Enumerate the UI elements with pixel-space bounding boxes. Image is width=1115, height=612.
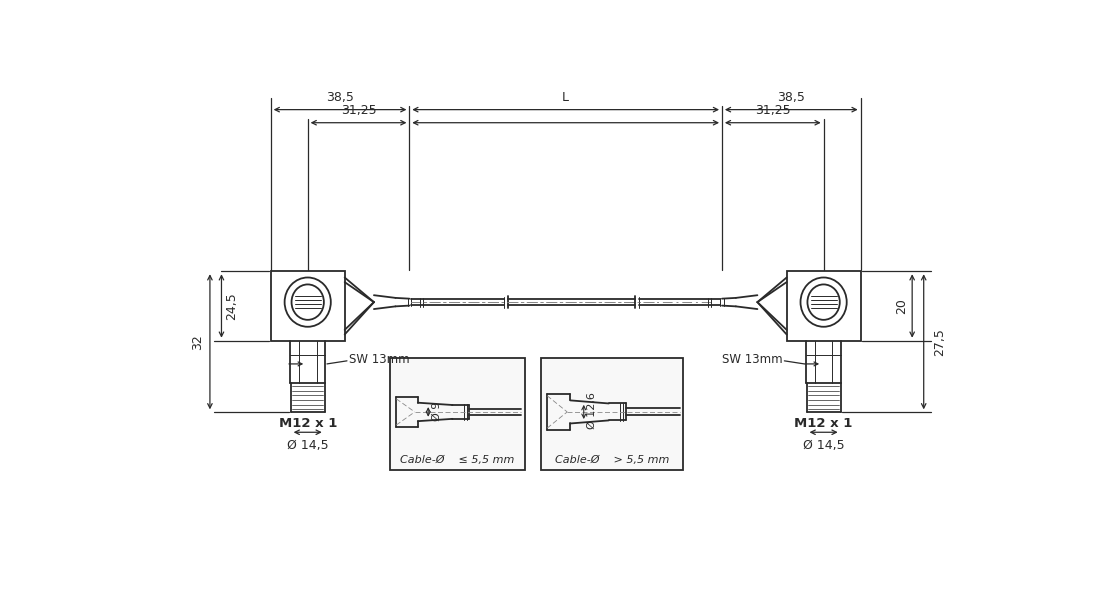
- Text: 38,5: 38,5: [777, 91, 805, 104]
- Text: 20: 20: [895, 298, 909, 314]
- Text: 31,25: 31,25: [341, 104, 377, 118]
- Text: 27,5: 27,5: [933, 328, 946, 356]
- Text: Ø 9: Ø 9: [432, 401, 442, 421]
- Text: Ø 14,5: Ø 14,5: [803, 439, 844, 452]
- Text: Ø 14,5: Ø 14,5: [287, 439, 329, 452]
- Text: Ø 12,6: Ø 12,6: [586, 392, 597, 429]
- Text: 32: 32: [192, 334, 204, 349]
- Bar: [271, 271, 345, 341]
- Text: SW 13mm: SW 13mm: [723, 353, 783, 366]
- Bar: [541, 359, 683, 470]
- Bar: [787, 271, 861, 341]
- Text: L: L: [562, 91, 569, 104]
- Text: M12 x 1: M12 x 1: [794, 417, 853, 430]
- Bar: [390, 359, 525, 470]
- Text: SW 13mm: SW 13mm: [349, 353, 409, 366]
- Text: Cable-Ø    > 5,5 mm: Cable-Ø > 5,5 mm: [555, 455, 669, 465]
- Text: 24,5: 24,5: [225, 292, 239, 320]
- Text: 31,25: 31,25: [755, 104, 791, 118]
- Text: M12 x 1: M12 x 1: [279, 417, 337, 430]
- Text: Cable-Ø    ≤ 5,5 mm: Cable-Ø ≤ 5,5 mm: [400, 455, 515, 465]
- Text: 38,5: 38,5: [326, 91, 353, 104]
